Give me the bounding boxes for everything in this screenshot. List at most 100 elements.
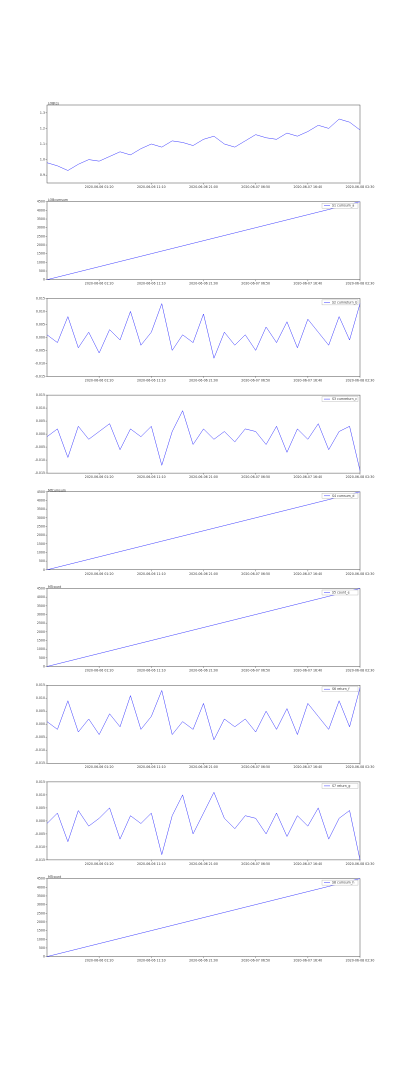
- x-tick-label: 2020-06-08 02:30: [346, 862, 375, 866]
- x-tick-label: 2020-06-07 16:40: [293, 185, 322, 189]
- y-tick-label: 4000: [37, 498, 45, 502]
- data-line: [46, 410, 361, 471]
- x-tick-label: 2020-06-07 06:50: [241, 572, 270, 576]
- x-tick-label: 2020-06-06 01:20: [85, 572, 114, 576]
- y-tick-label: 0.010: [36, 309, 45, 313]
- x-tick-label: 2020-06-07 16:40: [293, 959, 322, 963]
- y-tick-label: 0.000: [36, 432, 45, 436]
- y-tick-label: -0.015: [35, 761, 45, 765]
- x-tick-label: 2020-06-07 16:40: [293, 282, 322, 286]
- legend-box: [321, 493, 359, 499]
- y-tick-label: 500: [39, 559, 45, 563]
- x-tick-label: 2020-06-07 06:50: [241, 282, 270, 286]
- y-tick-label: 0.9: [40, 173, 45, 177]
- x-tick-label: 2020-06-06 11:10: [137, 959, 166, 963]
- y-tick-label: 3500: [37, 894, 45, 898]
- x-tick-label: 2020-06-06 21:00: [189, 282, 218, 286]
- x-tick-label: 2020-06-07 16:40: [293, 862, 322, 866]
- legend-box: [321, 203, 359, 209]
- x-tick-label: 2020-06-08 02:30: [346, 959, 375, 963]
- x-tick-label: 2020-06-08 02:30: [346, 572, 375, 576]
- y-tick-label: 4000: [37, 208, 45, 212]
- x-tick-label: 2020-06-06 01:20: [85, 475, 114, 479]
- legend-label: S1 cumsum_a: [332, 204, 354, 208]
- x-tick-label: 2020-06-06 11:10: [137, 282, 166, 286]
- legend-label: S3 cumreturn_c: [332, 397, 357, 401]
- y-tick-label: 2000: [37, 630, 45, 634]
- y-tick-label: 0.000: [36, 722, 45, 726]
- y-tick-label: 1000: [37, 260, 45, 264]
- x-tick-label: 2020-06-06 21:00: [189, 959, 218, 963]
- y-tick-label: 1500: [37, 542, 45, 546]
- legend-box: [321, 589, 359, 596]
- y-tick-label: 500: [39, 269, 45, 273]
- y-tick-label: 0.005: [36, 806, 45, 810]
- y-tick-label: -0.010: [35, 361, 45, 365]
- data-line: [46, 687, 361, 741]
- y-tick-label: 500: [39, 656, 45, 660]
- y-tick-label: 1500: [37, 639, 45, 643]
- x-tick-label: 2020-06-06 01:20: [85, 378, 114, 382]
- y-tick-label: 2500: [37, 911, 45, 915]
- chart-title: LOBcumsum: [48, 198, 68, 202]
- axes-frame: [46, 781, 361, 861]
- x-tick-label: 2020-06-06 01:20: [85, 669, 114, 673]
- x-tick-label: 2020-06-07 06:50: [241, 475, 270, 479]
- y-tick-label: 1000: [37, 647, 45, 651]
- y-tick-label: -0.015: [35, 858, 45, 862]
- x-tick-label: 2020-06-06 11:10: [137, 862, 166, 866]
- y-tick-label: 0: [43, 568, 45, 572]
- legend-box: [321, 783, 359, 789]
- x-tick-label: 2020-06-07 06:50: [241, 185, 270, 189]
- y-tick-label: 4500: [37, 200, 45, 204]
- y-tick-label: 0.005: [36, 709, 45, 713]
- y-tick-label: 4000: [37, 885, 45, 889]
- x-tick-label: 2020-06-07 16:40: [293, 572, 322, 576]
- y-tick-label: 1000: [37, 550, 45, 554]
- chart-title: MTcount: [48, 585, 62, 589]
- x-tick-label: 2020-06-08 02:30: [346, 765, 375, 769]
- y-tick-label: 1.3: [40, 111, 45, 115]
- x-tick-label: 2020-06-07 06:50: [241, 765, 270, 769]
- y-tick-label: 4000: [37, 595, 45, 599]
- x-tick-label: 2020-06-06 01:20: [85, 959, 114, 963]
- y-tick-label: 3500: [37, 217, 45, 221]
- x-tick-label: 2020-06-08 02:30: [346, 185, 375, 189]
- y-tick-label: 0.000: [36, 819, 45, 823]
- y-tick-label: 3000: [37, 903, 45, 907]
- x-tick-label: 2020-06-07 16:40: [293, 765, 322, 769]
- y-tick-label: -0.005: [35, 445, 45, 449]
- y-tick-label: 3000: [37, 226, 45, 230]
- x-tick-label: 2020-06-07 06:50: [241, 378, 270, 382]
- data-line: [46, 878, 361, 957]
- y-tick-label: 4500: [37, 490, 45, 494]
- y-tick-label: -0.005: [35, 832, 45, 836]
- y-tick-label: -0.005: [35, 735, 45, 739]
- x-tick-label: 2020-06-06 11:10: [137, 669, 166, 673]
- x-tick-label: 2020-06-06 21:00: [189, 475, 218, 479]
- y-tick-label: 3500: [37, 604, 45, 608]
- y-tick-label: 3000: [37, 613, 45, 617]
- legend-label: S5 count_e: [332, 591, 350, 595]
- legend-label: S6 return_f: [332, 687, 350, 691]
- y-tick-label: 1.0: [40, 158, 45, 162]
- data-line: [46, 791, 361, 860]
- y-tick-label: 2500: [37, 524, 45, 528]
- axes-frame: [46, 394, 361, 474]
- y-tick-label: -0.010: [35, 748, 45, 752]
- axes-frame: [46, 104, 361, 184]
- y-tick-label: 2000: [37, 243, 45, 247]
- x-tick-label: 2020-06-06 11:10: [137, 475, 166, 479]
- y-tick-label: 500: [39, 946, 45, 950]
- legend-box: [321, 879, 359, 886]
- x-tick-label: 2020-06-08 02:30: [346, 282, 375, 286]
- x-tick-label: 2020-06-08 02:30: [346, 669, 375, 673]
- x-tick-label: 2020-06-07 06:50: [241, 862, 270, 866]
- y-tick-label: -0.015: [35, 471, 45, 475]
- data-line: [46, 302, 361, 360]
- y-tick-label: 0.015: [36, 780, 45, 784]
- x-tick-label: 2020-06-07 16:40: [293, 669, 322, 673]
- chart-title: LOBtcs: [48, 102, 59, 106]
- axes-frame: [46, 685, 361, 764]
